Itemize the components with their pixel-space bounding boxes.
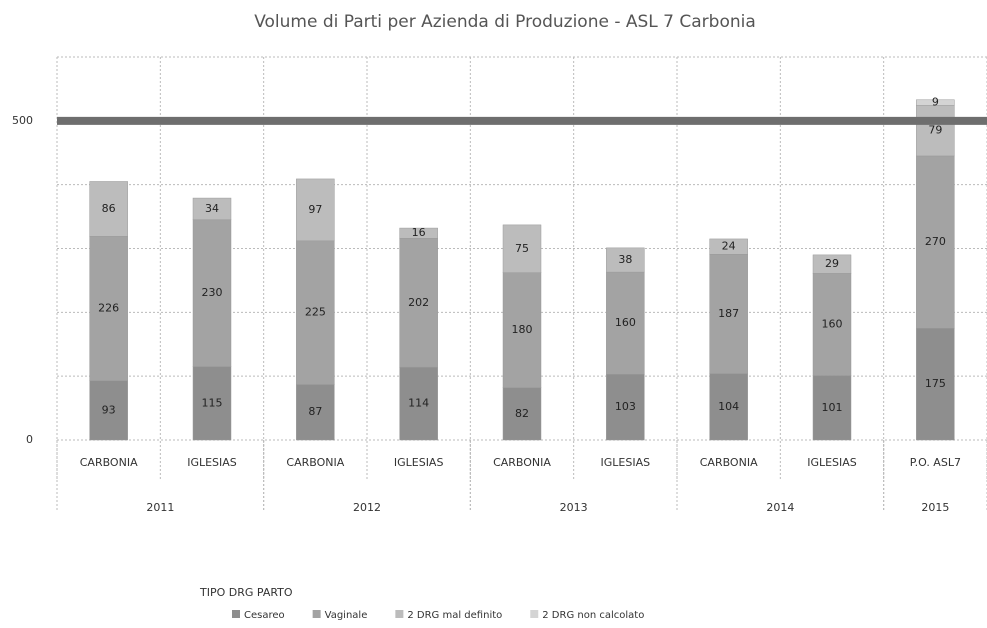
bar-segment [296, 240, 335, 385]
bar-segment [89, 181, 128, 237]
data-label: 225 [305, 306, 326, 319]
bar-segment [399, 366, 438, 441]
chart-title: Volume di Parti per Azienda di Produzion… [254, 12, 756, 32]
bar-segment [606, 374, 645, 441]
data-label: 230 [202, 286, 223, 299]
bar-segment [812, 273, 852, 376]
group-label: 2015 [921, 501, 949, 514]
x-tick-label: IGLESIAS [807, 456, 857, 469]
legend-label: 2 DRG non calcolato [542, 610, 644, 621]
data-label: 226 [98, 302, 119, 315]
y-tick-label: 500 [12, 114, 33, 127]
data-label: 9 [932, 96, 939, 109]
legend-swatch [312, 610, 321, 618]
legend-label: Vaginale [325, 610, 368, 621]
data-label: 104 [718, 400, 739, 413]
bar-segment [192, 197, 232, 221]
data-label: 187 [718, 307, 739, 320]
bar-segment [296, 384, 335, 441]
data-label: 24 [722, 240, 736, 253]
bar-segment [502, 224, 542, 274]
y-tick-label: 0 [26, 433, 33, 446]
bar-segment [709, 253, 748, 374]
legend-swatch [530, 610, 539, 618]
data-label: 34 [205, 202, 219, 215]
bar-segment [709, 238, 748, 255]
data-label: 115 [202, 396, 223, 409]
bar-segment [812, 375, 852, 441]
bar-segment [502, 272, 542, 388]
data-label: 86 [102, 202, 116, 215]
data-label: 160 [822, 317, 843, 330]
legend-title: TIPO DRG PARTO [199, 586, 293, 599]
bar-segment [606, 247, 645, 273]
legend-swatch [395, 610, 404, 618]
legend-label: 2 DRG mal definito [407, 610, 502, 621]
bar-segment [916, 105, 955, 157]
x-tick-label: P.O. ASL7 [910, 456, 961, 469]
data-label: 38 [618, 253, 632, 266]
data-label: 82 [515, 407, 529, 420]
x-tick-label: IGLESIAS [394, 456, 444, 469]
group-label: 2013 [560, 501, 588, 514]
bar-segment [916, 99, 955, 106]
data-label: 270 [925, 235, 946, 248]
bar-segment [192, 219, 232, 367]
bar-segment [192, 366, 232, 441]
bar-segment [296, 178, 335, 242]
data-label: 97 [308, 203, 322, 216]
group-label: 2014 [766, 501, 794, 514]
x-tick-label: CARBONIA [493, 456, 551, 469]
x-tick-label: IGLESIAS [601, 456, 651, 469]
bar-segment [502, 387, 542, 441]
data-label: 75 [515, 242, 529, 255]
legend-swatch [232, 610, 240, 618]
x-tick-label: CARBONIA [80, 456, 138, 469]
data-label: 93 [102, 403, 116, 416]
bar-segment [89, 236, 128, 381]
bar-segment [89, 380, 128, 441]
bar-segment [812, 254, 852, 274]
data-label: 87 [308, 405, 322, 418]
data-label: 202 [408, 296, 429, 309]
x-tick-label: CARBONIA [286, 456, 344, 469]
data-label: 114 [408, 397, 429, 410]
legend-label: Cesareo [244, 610, 285, 621]
bar-segment [916, 155, 955, 329]
data-label: 160 [615, 316, 636, 329]
data-label: 16 [412, 226, 426, 239]
data-label: 103 [615, 400, 636, 413]
group-label: 2011 [146, 501, 174, 514]
data-label: 175 [925, 377, 946, 390]
data-label: 101 [822, 401, 843, 414]
bar-segment [399, 227, 438, 239]
x-tick-label: IGLESIAS [187, 456, 237, 469]
data-label: 180 [512, 323, 533, 336]
data-label: 79 [928, 124, 942, 137]
bar-segment [916, 328, 955, 441]
x-tick-label: CARBONIA [700, 456, 758, 469]
group-label: 2012 [353, 501, 381, 514]
bar-segment [709, 373, 748, 441]
data-label: 29 [825, 257, 839, 270]
